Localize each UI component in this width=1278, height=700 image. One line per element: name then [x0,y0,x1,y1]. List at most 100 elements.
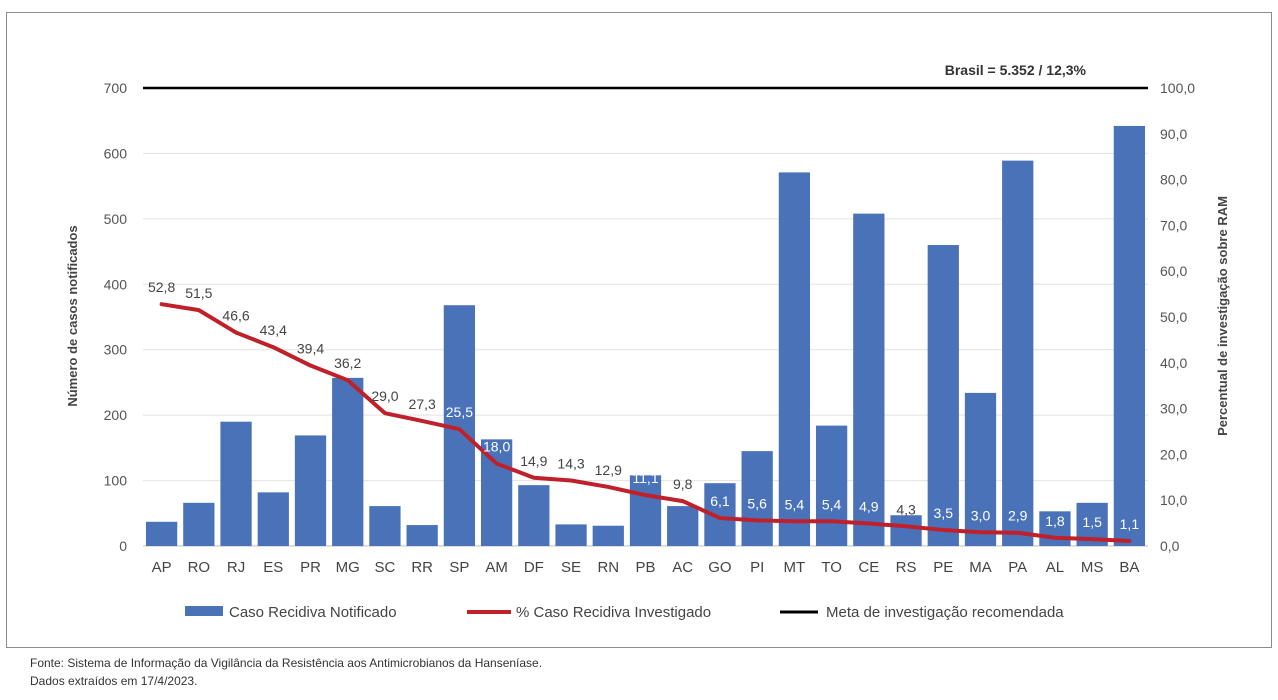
bar-PB [629,475,662,546]
legend-label-bars: Caso Recidiva Notificado [229,604,397,621]
right-axis-title: Percentual de investigação sobre RAM [1215,196,1230,436]
left-tick-label: 600 [104,145,128,161]
right-tick-label: 0,0 [1160,538,1180,554]
pct-label-TO: 5,4 [822,496,842,512]
bar-AP [145,521,178,546]
pct-label-RN: 12,9 [595,462,622,478]
pct-label-RR: 27,3 [409,396,436,412]
bar-PE [927,245,959,546]
chart-frame [6,12,1272,648]
bar-AM [480,439,513,546]
left-tick-label: 300 [104,342,128,358]
bar-SE [555,524,587,546]
left-tick-label: 700 [104,80,128,96]
left-tick-label: 200 [104,407,128,423]
pct-label-SP: 25,5 [446,404,473,420]
category-label: GO [708,559,731,576]
bar-MT [778,172,811,546]
category-label: SP [449,559,469,576]
category-label: PI [750,559,764,576]
right-tick-label: 50,0 [1160,309,1187,325]
bar-RS [890,515,922,546]
pct-label-MS: 1,5 [1082,514,1102,530]
goal-line-group: Brasil = 5.352 / 12,3% [143,62,1148,90]
pct-label-CE: 4,9 [859,499,879,515]
pct-label-DF: 14,9 [520,453,547,469]
pct-label-SE: 14,3 [557,456,584,472]
category-label: RN [597,559,619,576]
category-label: PA [1008,559,1027,576]
pct-label-PR: 39,4 [297,341,324,357]
pct-label-GO: 6,1 [710,493,730,509]
pct-label-MG: 36,2 [334,355,361,371]
right-axis-ticks: 0,0 10,0 20,0 30,0 40,0 50,0 60,0 70,0 80,0 90,0 1… [1160,80,1195,554]
bar-MG [332,377,364,546]
pct-label-RO: 51,5 [185,285,212,301]
bar-RR [406,525,438,546]
pct-label-RJ: 46,6 [222,308,249,324]
bar-ES [257,492,289,546]
category-label: SC [375,559,396,576]
left-axis-ticks: 0 100 200 300 400 500 600 700 [104,80,128,554]
category-label: MG [336,559,360,576]
pct-label-PB: 11,1 [632,470,658,486]
pct-label-ES: 43,4 [260,322,287,338]
category-label: CE [858,559,879,576]
category-label: RJ [227,559,245,576]
pct-line-group: 52,8 51,5 46,6 43,4 39,4 36,2 29,0 27,3 25,5 18,0… [148,279,1140,543]
category-label: RS [896,559,917,576]
left-tick-label: 400 [104,276,128,292]
bars [145,125,1146,546]
bar-PA [1002,160,1034,546]
category-label: RO [188,559,211,576]
category-label: DF [524,559,544,576]
category-label: BA [1119,559,1139,576]
bar-PI [741,451,773,546]
pct-label-AL: 1,8 [1045,513,1065,529]
pct-label-AP: 52,8 [148,279,175,295]
right-tick-label: 30,0 [1160,401,1187,417]
pct-label-BA: 1,1 [1120,516,1140,532]
left-tick-label: 500 [104,211,128,227]
bar-MA [964,392,997,546]
category-label: PR [300,559,321,576]
category-label: MA [969,559,992,576]
right-tick-label: 100,0 [1160,80,1195,96]
category-label: MS [1081,559,1104,576]
bar-TO [815,425,848,546]
category-label: AP [152,559,172,576]
left-tick-label: 0 [119,538,127,554]
bar-SC [369,506,401,546]
pct-label-SC: 29,0 [371,388,398,404]
category-label: AL [1046,559,1064,576]
bar-RO [183,502,215,546]
pct-label-MA: 3,0 [971,507,991,523]
pct-label-PA: 2,9 [1008,508,1028,524]
bar-DF [518,485,550,546]
bar-BA [1113,125,1146,546]
bar-RN [592,525,624,546]
category-label: MT [784,559,806,576]
pct-label-PI: 5,6 [747,495,767,511]
pct-label-PE: 3,5 [934,505,954,521]
right-tick-label: 70,0 [1160,217,1187,233]
source-line-2: Dados extraídos em 17/4/2023. [30,674,198,688]
category-label: AC [672,559,693,576]
legend-label-pct: % Caso Recidiva Investigado [516,604,711,621]
bar-AC [667,506,699,546]
pct-label-MT: 5,4 [785,496,805,512]
source-line-1: Fonte: Sistema de Informação da Vigilânc… [30,656,543,670]
right-tick-label: 80,0 [1160,172,1187,188]
category-label: TO [821,559,842,576]
pct-label-AM: 18,0 [483,439,510,455]
legend-swatch-bars [185,606,223,616]
category-labels: AP RO RJ ES PR MG SC RR SP AM DF SE RN PB AC GO PI MT TO CE… [152,559,1140,576]
left-axis-title: Número de casos notificados [65,225,80,406]
bar-CE [853,213,885,546]
pct-label-RS: 4,3 [896,501,916,517]
category-label: RR [411,559,433,576]
legend: Caso Recidiva Notificado % Caso Recidiva… [185,604,1064,621]
right-tick-label: 60,0 [1160,263,1187,279]
right-tick-label: 20,0 [1160,446,1187,462]
